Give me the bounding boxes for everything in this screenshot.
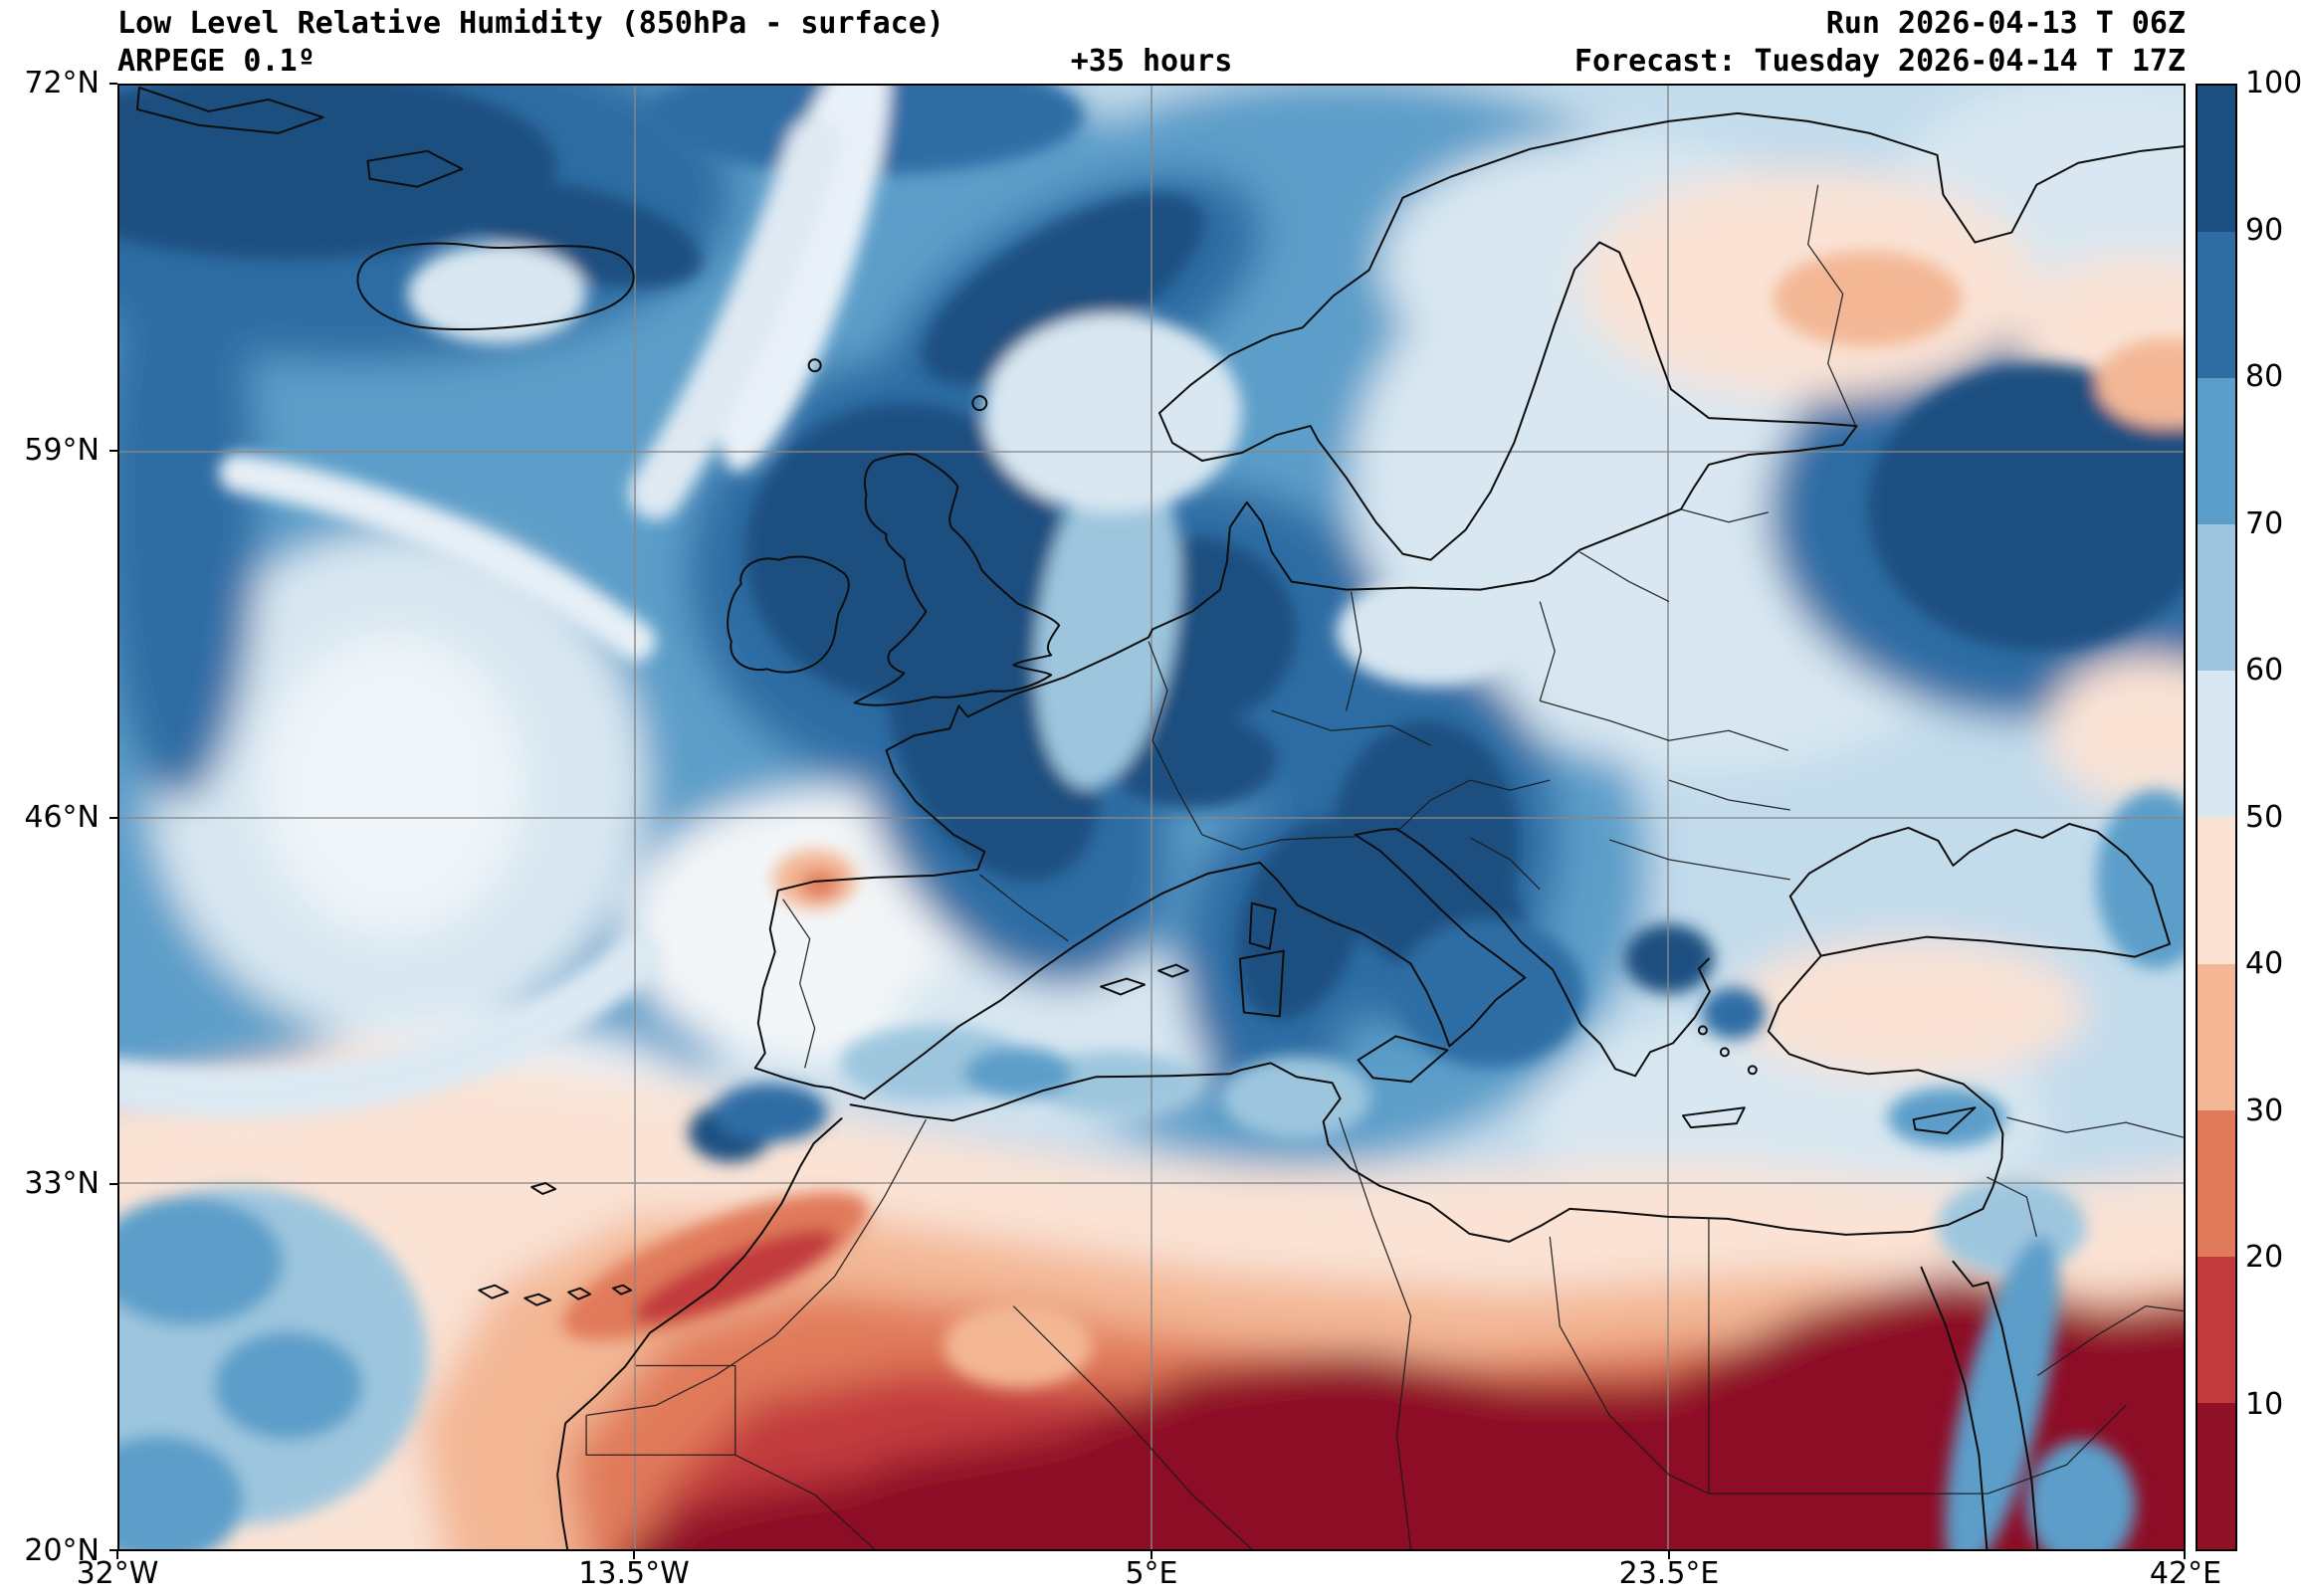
axis-tick: [109, 83, 117, 85]
axis-tick: [109, 1183, 117, 1185]
colorbar-tick-label: 100: [2245, 66, 2302, 100]
lead-time-label: +35 hours: [1070, 44, 1233, 79]
colorbar-segment-60-70: [2197, 524, 2235, 672]
colorbar: [2196, 84, 2237, 1551]
colorbar-segment-90-100: [2197, 86, 2235, 233]
axis-tick: [116, 1551, 118, 1559]
colorbar-ticks: 100 90 80 70 60 50 40 30 20 10: [2245, 68, 2302, 1551]
colorbar-segment-70-80: [2197, 378, 2235, 525]
map-area: [117, 84, 2186, 1551]
lat-tick-label: 72°N: [24, 66, 100, 100]
model-label: ARPEGE 0.1º: [117, 44, 315, 79]
colorbar-segment-20-30: [2197, 1109, 2235, 1257]
lon-tick-label: 32°W: [76, 1556, 159, 1591]
borders: [585, 184, 2184, 1549]
axis-tick: [109, 817, 117, 819]
axis-tick: [1151, 1551, 1152, 1559]
lat-tick-label: 20°N: [24, 1533, 100, 1568]
lon-tick-label: 5°E: [1125, 1556, 1178, 1591]
axis-tick: [2184, 1551, 2186, 1559]
colorbar-tick-label: 50: [2245, 799, 2284, 835]
run-label: Run 2026-04-13 T 06Z: [1825, 6, 2186, 41]
lon-tick-label: 42°E: [2149, 1556, 2222, 1591]
colorbar-tick-label: 30: [2245, 1093, 2284, 1128]
colorbar-tick-label: 60: [2245, 653, 2284, 688]
colorbar-tick-label: 40: [2245, 946, 2284, 981]
colorbar-tick-label: 20: [2245, 1240, 2284, 1275]
gridlines: [119, 86, 2184, 1549]
coastlines: [135, 86, 2184, 1549]
colorbar-segment-30-40: [2197, 963, 2235, 1110]
humidity-map: [119, 86, 2184, 1549]
humidity-field-detail: [119, 86, 2184, 1549]
lon-tick-label: 13.5°W: [578, 1556, 690, 1591]
colorbar-segment-50-60: [2197, 671, 2235, 818]
lat-tick-label: 59°N: [24, 433, 100, 468]
colorbar-tick-label: 90: [2245, 212, 2284, 248]
colorbar-segment-10-20: [2197, 1256, 2235, 1403]
axis-tick: [1668, 1551, 1670, 1559]
axis-tick: [633, 1551, 635, 1559]
axis-tick: [109, 1549, 117, 1551]
colorbar-segment-40-50: [2197, 817, 2235, 964]
chart-title: Low Level Relative Humidity (850hPa - su…: [117, 6, 944, 41]
colorbar-segment-0-10: [2197, 1402, 2235, 1549]
lat-tick-label: 33°N: [24, 1166, 100, 1201]
colorbar-segment-80-90: [2197, 232, 2235, 379]
forecast-label: Forecast: Tuesday 2026-04-14 T 17Z: [1573, 44, 2186, 79]
lon-tick-label: 23.5°E: [1618, 1556, 1720, 1591]
colorbar-tick-label: 70: [2245, 505, 2284, 541]
colorbar-tick-label: 80: [2245, 359, 2284, 394]
colorbar-tick-label: 10: [2245, 1386, 2284, 1422]
lat-tick-label: 46°N: [24, 800, 100, 835]
axis-tick: [109, 450, 117, 452]
